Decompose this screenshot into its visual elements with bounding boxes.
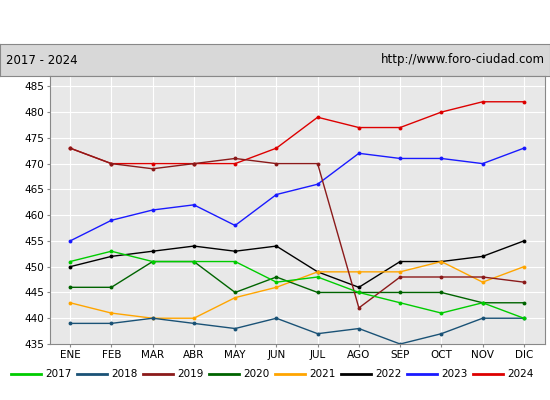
- Text: 2021: 2021: [310, 369, 336, 379]
- Text: 2020: 2020: [244, 369, 270, 379]
- Text: 2017: 2017: [46, 369, 72, 379]
- Text: 2019: 2019: [178, 369, 204, 379]
- Text: 2018: 2018: [112, 369, 138, 379]
- Text: 2023: 2023: [442, 369, 468, 379]
- Text: 2022: 2022: [376, 369, 402, 379]
- Text: 2017 - 2024: 2017 - 2024: [6, 54, 77, 66]
- Text: Evolucion num de emigrantes en La Carolina: Evolucion num de emigrantes en La Caroli…: [103, 14, 447, 30]
- Text: 2024: 2024: [508, 369, 534, 379]
- Text: http://www.foro-ciudad.com: http://www.foro-ciudad.com: [381, 54, 544, 66]
